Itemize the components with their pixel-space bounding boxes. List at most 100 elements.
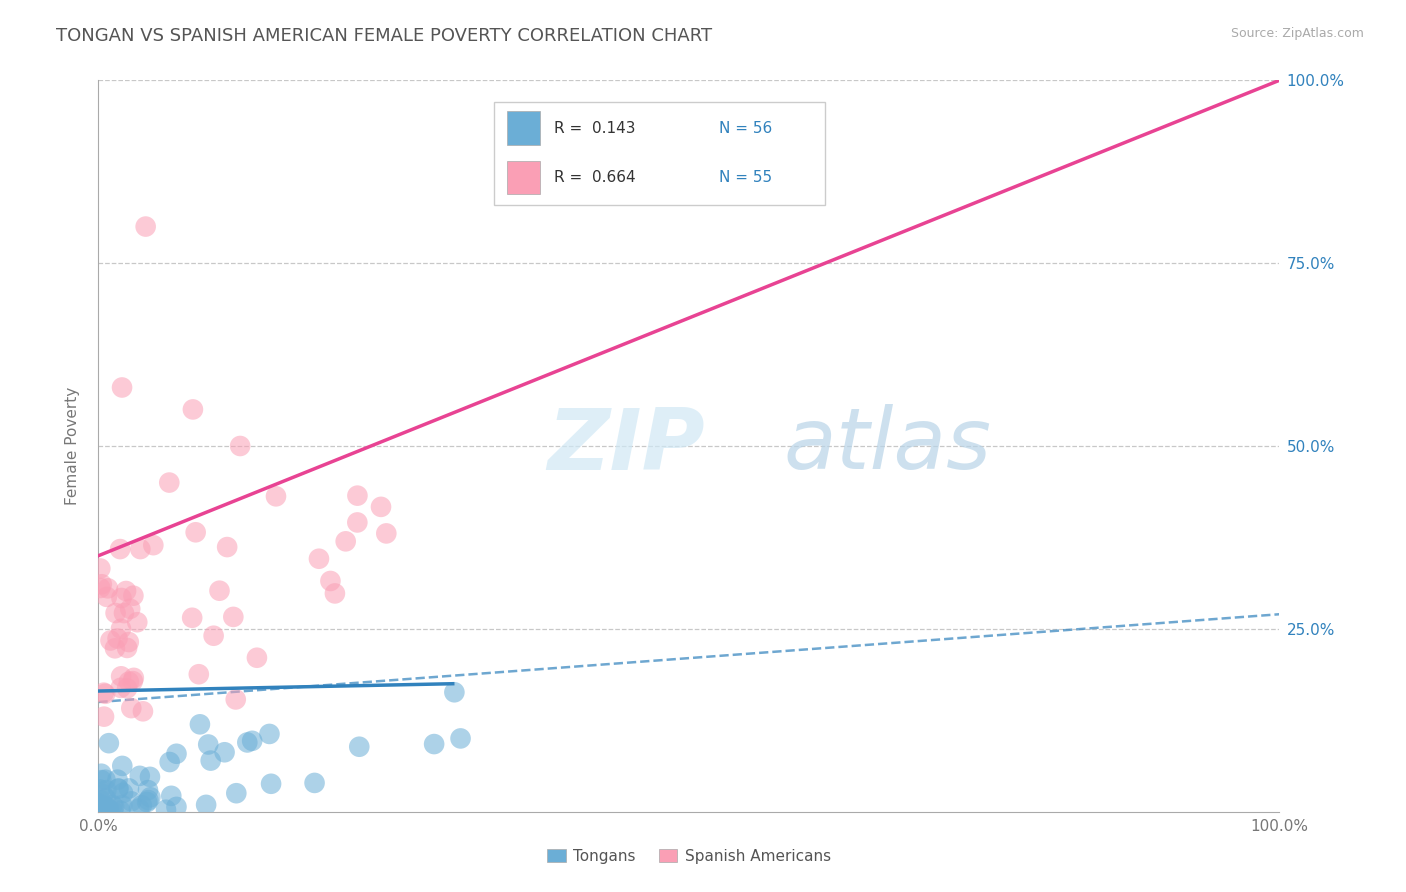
Point: [118, 781, 141, 796]
Point: [225, 692, 247, 706]
Point: [139, 770, 162, 784]
Point: [308, 551, 330, 566]
Text: ZIP: ZIP: [547, 404, 704, 488]
Point: [93, 709, 115, 723]
Point: [188, 717, 211, 731]
Point: [108, 542, 131, 557]
Point: [166, 747, 188, 761]
Point: [120, 794, 142, 808]
Point: [200, 754, 222, 768]
Point: [423, 737, 446, 751]
Point: [197, 738, 219, 752]
Point: [155, 803, 177, 817]
Point: [264, 489, 287, 503]
Point: [128, 769, 150, 783]
Point: [112, 606, 135, 620]
Point: [94, 799, 117, 814]
Point: [115, 640, 138, 655]
Point: [111, 380, 134, 394]
Point: [104, 606, 127, 620]
Point: [101, 798, 124, 813]
Point: [222, 610, 245, 624]
Point: [90, 577, 112, 591]
Point: [127, 615, 149, 630]
Point: [110, 681, 132, 695]
Y-axis label: Female Poverty: Female Poverty: [65, 387, 80, 505]
Point: [94, 772, 117, 787]
Point: [97, 582, 120, 596]
Point: [110, 804, 132, 818]
Point: [240, 734, 263, 748]
Point: [87, 797, 110, 811]
Point: [111, 798, 134, 813]
Point: [104, 641, 127, 656]
Point: [129, 542, 152, 557]
Point: [142, 538, 165, 552]
Point: [91, 787, 114, 801]
Point: [450, 731, 472, 746]
Point: [323, 586, 346, 600]
Point: [100, 633, 122, 648]
Point: [187, 667, 209, 681]
Point: [443, 685, 465, 699]
Point: [122, 671, 145, 685]
Point: [225, 786, 247, 800]
Point: [120, 602, 142, 616]
Point: [110, 622, 132, 636]
Point: [121, 674, 143, 689]
Point: [181, 402, 204, 417]
Point: [87, 800, 110, 814]
Point: [217, 540, 239, 554]
Text: TONGAN VS SPANISH AMERICAN FEMALE POVERTY CORRELATION CHART: TONGAN VS SPANISH AMERICAN FEMALE POVERT…: [56, 27, 713, 45]
Point: [94, 791, 117, 805]
Point: [89, 581, 111, 595]
Point: [96, 783, 118, 797]
Point: [89, 782, 111, 797]
Point: [107, 781, 129, 796]
Point: [118, 674, 141, 689]
Point: [138, 793, 160, 807]
Point: [110, 591, 132, 605]
Point: [304, 776, 326, 790]
Point: [214, 745, 236, 759]
Point: [111, 759, 134, 773]
Point: [96, 590, 118, 604]
Point: [136, 795, 159, 809]
Point: [89, 561, 111, 575]
Point: [259, 727, 281, 741]
Point: [118, 635, 141, 649]
Point: [112, 786, 135, 800]
Point: [132, 704, 155, 718]
Point: [319, 574, 342, 588]
Point: [370, 500, 392, 514]
Point: [97, 802, 120, 816]
Point: [260, 777, 283, 791]
Point: [246, 650, 269, 665]
Point: [103, 805, 125, 819]
Point: [157, 475, 180, 490]
Text: atlas: atlas: [783, 404, 991, 488]
Point: [107, 632, 129, 646]
Point: [131, 798, 153, 813]
Point: [159, 755, 181, 769]
Point: [128, 801, 150, 815]
Legend: Tongans, Spanish Americans: Tongans, Spanish Americans: [541, 843, 837, 870]
Point: [181, 611, 204, 625]
Point: [229, 439, 252, 453]
Point: [122, 589, 145, 603]
Point: [93, 686, 115, 700]
Point: [89, 803, 111, 817]
Point: [120, 701, 142, 715]
Point: [110, 669, 132, 683]
Point: [93, 801, 115, 815]
Point: [195, 797, 218, 812]
Point: [115, 681, 138, 696]
Point: [103, 800, 125, 814]
Point: [107, 772, 129, 787]
Point: [346, 516, 368, 530]
Point: [90, 773, 112, 788]
Point: [90, 793, 112, 807]
Point: [136, 783, 159, 797]
Point: [236, 735, 259, 749]
Point: [184, 525, 207, 540]
